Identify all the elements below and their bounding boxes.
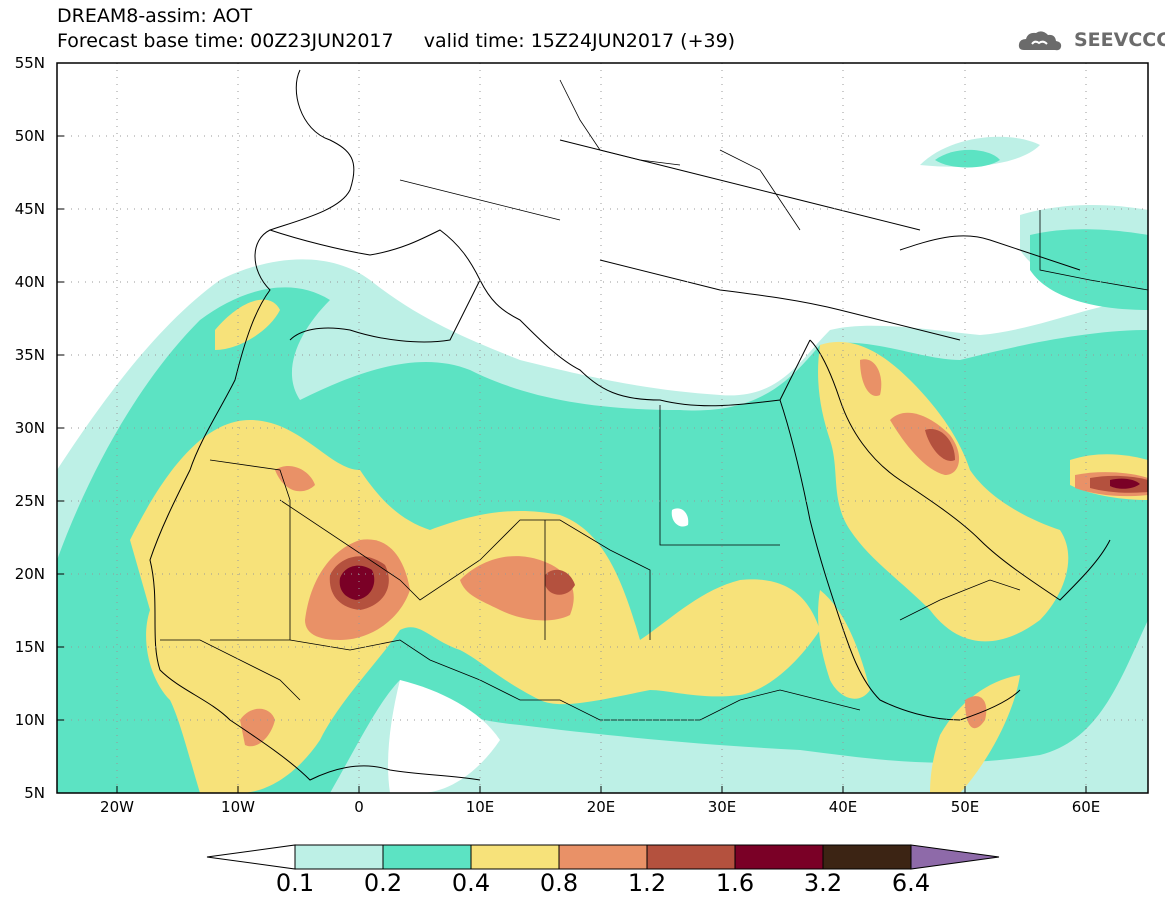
lon-label: 60E [1072,798,1101,816]
aot-contours [57,136,1148,793]
forecast-time-info: Forecast base time: 00Z23JUN2017 valid t… [57,30,736,52]
colorbar-label: 0.8 [539,869,579,897]
lat-label: 45N [15,200,45,218]
cloud-icon [1018,31,1062,51]
aot-band-0.8c [890,412,960,475]
colorbar-segment [734,844,824,870]
aot-band-0.4c [818,590,870,699]
aot-band-0.4f [215,299,280,350]
lon-axis-labels: 20W 10W 0 10E 20E 30E 40E 50E 60E [100,798,1100,816]
colorbar-segment [558,844,648,870]
aot-band-1.2b [545,569,575,595]
colorbar-segment [822,844,912,870]
lon-label: 10E [466,798,495,816]
colorbar-label: 3.2 [803,869,843,897]
lat-label: 20N [15,565,45,583]
aot-band-0.4b [818,341,1069,642]
colorbar-label: 1.2 [627,869,667,897]
map-title: DREAM8-assim: AOT [57,5,253,27]
low-aot-patch [671,508,689,527]
lat-label: 55N [15,54,45,72]
lon-label: 40E [829,798,858,816]
colorbar-segment [646,844,736,870]
aot-band-0.8f [240,708,275,747]
lon-label: 20E [587,798,616,816]
lat-label: 40N [15,273,45,291]
lat-axis-labels: 5N 10N 15N 20N 25N 30N 35N 40N 45N 50N 5… [15,54,45,802]
colorbar-label: 6.4 [891,869,931,897]
colorbar-label: 0.4 [451,869,491,897]
axis-ticks [57,135,1087,793]
seevccc-logo-text: SEEVCCC [1074,29,1165,51]
lat-label: 50N [15,127,45,145]
colorbar-segment [382,844,472,870]
lat-label: 25N [15,492,45,510]
lon-label: 20W [100,798,134,816]
lon-label: 50E [951,798,980,816]
lon-label: 10W [221,798,255,816]
aot-band-1.2c [925,429,955,461]
colorbar-under-arrow [206,844,296,870]
aot-band-0.2c [935,149,1000,168]
lat-label: 15N [15,638,45,656]
aot-band-0.8h [965,696,987,729]
lat-label: 10N [15,711,45,729]
colorbar-over-arrow [910,844,1000,870]
lat-label: 30N [15,419,45,437]
colorbar-label: 1.6 [715,869,755,897]
aot-band-1.6b [1110,478,1140,489]
colorbar-segment [294,844,384,870]
colorbar-label: 0.2 [363,869,403,897]
graticule [57,63,1148,793]
colorbar [206,844,1000,870]
colorbar-segment [470,844,560,870]
low-aot-patch-2 [388,680,500,793]
colorbar-label: 0.1 [275,869,315,897]
aot-band-0.8d [860,359,882,396]
lon-label: 30E [708,798,737,816]
lat-label: 35N [15,346,45,364]
aot-band-0.4 [130,420,820,793]
lon-label: 0 [354,798,364,816]
aot-band-0.2b [1030,229,1148,310]
lat-label: 5N [24,784,45,802]
